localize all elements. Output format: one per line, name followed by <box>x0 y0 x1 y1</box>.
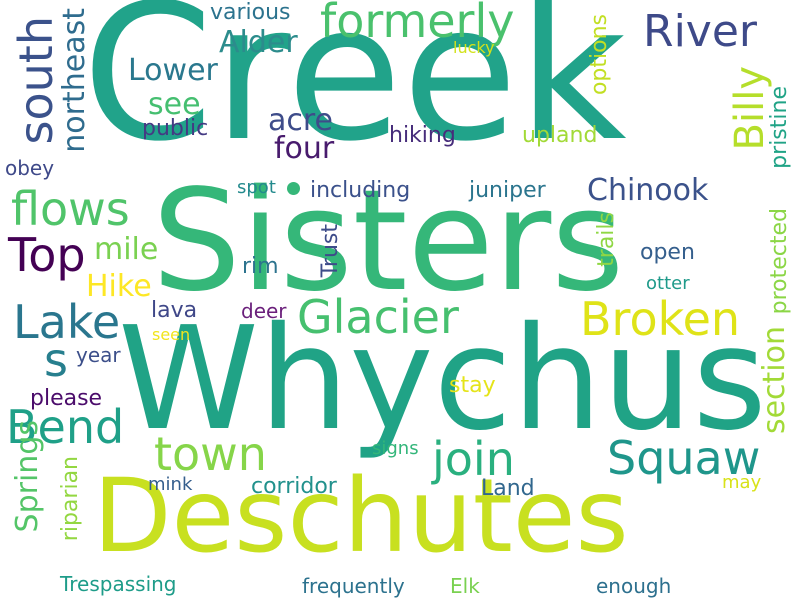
dot-mark <box>287 182 300 195</box>
word-springs: Springs <box>10 420 45 533</box>
word-lower: Lower <box>128 53 218 88</box>
word-options: options <box>587 14 612 96</box>
word-mile: mile <box>94 232 159 267</box>
word-land: Land <box>481 476 535 501</box>
word-open: open <box>640 240 695 265</box>
word-bend: Bend <box>6 400 125 454</box>
word-s: s <box>44 333 68 387</box>
word-frequently: frequently <box>302 574 405 598</box>
word-south: south <box>9 16 63 145</box>
word-including: including <box>310 178 411 203</box>
word-town: town <box>154 427 267 481</box>
word-elk: Elk <box>450 574 480 598</box>
word-please: please <box>30 386 103 411</box>
word-juniper: juniper <box>469 178 546 203</box>
word-pristine: pristine <box>767 86 792 169</box>
word-protected: protected <box>767 208 792 315</box>
word-section: section <box>757 326 792 435</box>
word-squaw: Squaw <box>607 431 761 485</box>
word-chinook: Chinook <box>587 173 709 208</box>
word-trails: trails <box>594 212 619 267</box>
word-obey: obey <box>5 156 55 180</box>
word-hike: Hike <box>86 269 152 304</box>
word-year: year <box>76 343 121 367</box>
word-signs: signs <box>372 438 419 459</box>
word-join: join <box>432 432 515 486</box>
word-otter: otter <box>646 273 690 294</box>
word-whychus: Whychus <box>118 296 767 462</box>
word-public: public <box>142 116 209 141</box>
word-glacier: Glacier <box>297 290 459 344</box>
word-mink: mink <box>148 474 193 495</box>
word-seen: seen <box>152 325 191 344</box>
word-stay: stay <box>449 373 496 398</box>
word-river: River <box>643 6 757 57</box>
word-riparian: riparian <box>58 456 83 542</box>
word-formerly: formerly <box>320 0 515 48</box>
word-trust: Trust <box>318 224 343 278</box>
word-lake: Lake <box>13 295 121 349</box>
word-acre: acre <box>268 103 334 138</box>
word-sisters: Sisters <box>152 160 625 323</box>
word-trespassing: Trespassing <box>60 572 177 596</box>
word-flows: flows <box>11 182 130 236</box>
word-top: Top <box>8 228 86 282</box>
word-lucky: lucky <box>453 38 495 57</box>
word-creek: Creek <box>82 0 627 183</box>
word-alder: Alder <box>219 25 298 60</box>
word-see: see <box>148 87 201 122</box>
word-lava: lava <box>151 298 198 323</box>
word-rim: rim <box>242 254 279 279</box>
word-upland: upland <box>522 123 598 148</box>
word-deer: deer <box>241 299 287 323</box>
word-spot: spot <box>237 177 276 198</box>
word-deschutes: Deschutes <box>93 457 629 576</box>
word-hiking: hiking <box>389 123 456 148</box>
word-billy: Billy <box>727 66 773 151</box>
word-northeast: northeast <box>57 8 92 153</box>
word-broken: Broken <box>580 292 741 346</box>
word-corridor: corridor <box>251 474 337 499</box>
word-may: may <box>722 472 762 493</box>
word-four: four <box>274 131 335 166</box>
word-enough: enough <box>596 574 672 598</box>
word-various: various <box>210 0 291 25</box>
